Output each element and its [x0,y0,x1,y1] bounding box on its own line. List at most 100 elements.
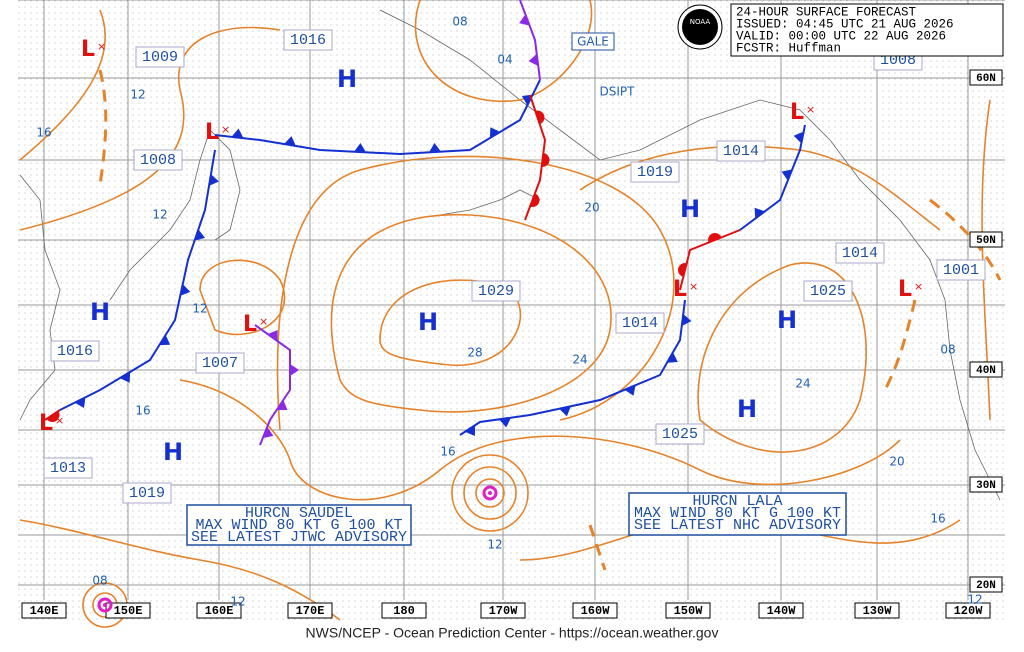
longitude-box [287,602,333,619]
pressure-box [615,312,665,334]
low-x: × [689,280,698,293]
pressure-label: 1019 [637,164,673,181]
latitude-label: 50N [976,235,996,247]
low-center: L [39,411,53,436]
isobar-label: 20 [889,455,904,469]
cold-front-pip [180,284,191,296]
front-line [519,0,541,81]
isobar-label: 08 [940,343,955,357]
latitude-box [969,361,1003,378]
cold-front-pip [681,314,692,326]
cold-front-pip [276,400,288,410]
latitude-label: 60N [976,73,996,85]
cold-front-pip [781,169,793,181]
isobar-label: 12 [152,208,167,222]
longitude-label: 180 [393,604,415,618]
isobar-label: 24 [572,353,587,367]
isobar-label: 16 [440,445,455,459]
cold-front-pip [119,371,131,383]
pressure-box [195,352,245,374]
pressure-label: 1029 [478,283,514,300]
longitude-box [758,602,804,619]
cold-front-pip [624,385,636,396]
hurricane-symbol [97,597,113,613]
isobar-label: 04 [497,53,512,67]
logo-inner [682,9,718,45]
dsipt-label: DSIPT [600,85,636,99]
advisory-box [628,492,847,536]
isobar-label: 28 [467,346,482,360]
header-line: ISSUED: 04:45 UTC 21 AUG 2026 [736,17,954,31]
fronts [44,0,806,446]
longitude-label: 130W [863,604,893,618]
longitude-box [21,602,67,619]
low-x: × [55,414,64,427]
high-center: H [777,306,797,334]
low-x: × [97,40,106,53]
isobar-label: 16 [135,404,150,418]
warm-front-pip [46,411,60,422]
warm-front-pip [530,193,540,208]
longitude-label: 140E [30,604,59,618]
warm-front-pip [535,110,545,125]
longitude-box [572,602,618,619]
pressure-box [135,46,185,68]
pressure-box [936,259,986,281]
pressure-box [50,340,100,362]
low-center: L [673,277,687,302]
high-center: H [737,395,757,423]
low-center: L [81,37,95,62]
footer: NWS/NCEP - Ocean Prediction Center - htt… [306,625,719,641]
pressure-label: 1025 [810,283,846,300]
advisory-line: SEE LATEST NHC ADVISORY [634,517,841,534]
cold-front-pip [262,426,274,439]
longitude-label: 150E [114,604,143,618]
cold-front-pip [519,14,530,26]
isobar-label: 08 [92,574,107,588]
pressure-box [655,423,705,445]
low-center: L [205,120,219,145]
pressure-label: 1001 [943,262,979,279]
cold-front-pip [793,131,804,144]
latitude-box [969,476,1003,493]
longitude-box [665,602,711,619]
pressure-label: 1009 [142,49,178,66]
pressure-box [133,149,183,171]
gale-box [571,32,615,51]
advisory-line: HURCN SAUDEL [245,505,353,522]
cold-front-pip [194,229,206,241]
isobar-label: 16 [36,126,51,140]
isobar-label: 08 [452,15,467,29]
longitude-label: 170W [489,604,519,618]
longitude-label: 160E [205,604,234,618]
low-x: × [914,280,923,293]
longitude-box [854,602,900,619]
low-center: L [898,277,912,302]
low-center: L [790,100,804,125]
pressure-box [630,161,680,183]
latitude-label: 20N [976,580,996,592]
pressure-box [43,457,93,479]
isobar-label: 12 [487,538,502,552]
cold-front-pip [209,174,219,186]
cold-front-pip [267,330,278,341]
front-line [59,149,216,411]
longitude-box [480,602,526,619]
logo-text: NOAA [690,18,711,26]
hurricane-eye [103,603,107,607]
front-line [459,299,686,436]
pressure-box [803,280,853,302]
latitude-box [969,576,1003,593]
hurricane-eye [488,491,492,495]
longitude-box [381,602,427,619]
low-x: × [806,103,815,116]
warm-front-pip [708,233,722,243]
header-line: FCSTR: Huffman [736,41,841,55]
advisory-box [186,504,412,546]
header-line: 24-HOUR SURFACE FORECAST [736,5,917,19]
cold-front-pip [464,425,476,437]
advisory-line: MAX WIND 80 KT G 100 KT [195,517,402,534]
longitude-label: 120W [954,604,984,618]
pressure-label: 1016 [57,343,93,360]
